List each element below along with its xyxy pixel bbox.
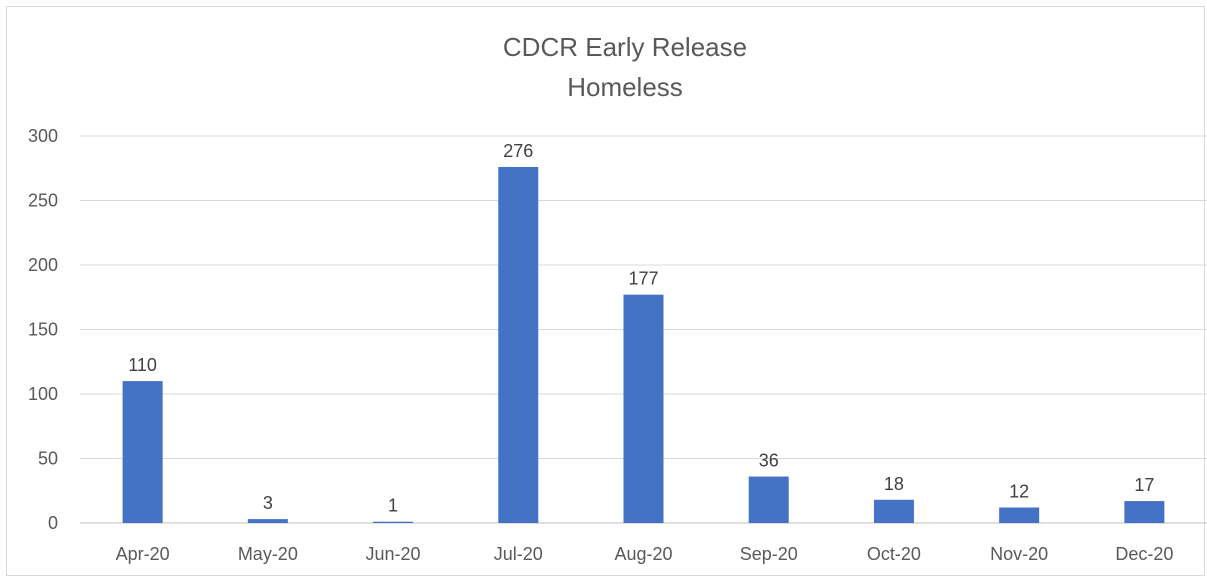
y-tick-label: 150 [28, 320, 58, 340]
x-tick-label: May-20 [238, 544, 298, 564]
bar [999, 507, 1040, 523]
bar [623, 294, 664, 523]
chart-frame [6, 6, 1205, 576]
data-label: 17 [1134, 475, 1154, 495]
x-tick-label: Dec-20 [1115, 544, 1173, 564]
data-label: 3 [263, 493, 273, 513]
data-labels: 110 3 1 276 177 36 18 12 17 [128, 141, 1154, 516]
x-tick-label: Nov-20 [990, 544, 1048, 564]
data-label: 276 [503, 141, 533, 161]
x-axis-ticks: Apr-20 May-20 Jun-20 Jul-20 Aug-20 Sep-20 Oct-… [116, 544, 1174, 564]
y-tick-label: 0 [48, 513, 58, 533]
bar [748, 476, 789, 523]
data-label: 1 [388, 496, 398, 516]
bar [373, 521, 414, 523]
x-tick-label: Aug-20 [614, 544, 672, 564]
x-tick-label: Sep-20 [740, 544, 798, 564]
y-tick-label: 50 [38, 449, 58, 469]
bar [122, 381, 163, 523]
bar [1124, 501, 1165, 523]
chart-title-line: CDCR Early Release [503, 32, 747, 62]
bar [873, 499, 914, 523]
x-tick-label: Apr-20 [116, 544, 170, 564]
y-tick-label: 250 [28, 191, 58, 211]
bars [122, 166, 1165, 523]
x-tick-label: Jul-20 [494, 544, 543, 564]
x-tick-label: Jun-20 [366, 544, 421, 564]
y-tick-label: 300 [28, 126, 58, 146]
chart-title: CDCR Early Release Homeless [503, 32, 747, 102]
x-tick-label: Oct-20 [867, 544, 921, 564]
y-tick-label: 200 [28, 255, 58, 275]
chart-title-line: Homeless [567, 72, 683, 102]
bar [498, 166, 539, 523]
data-label: 18 [884, 474, 904, 494]
data-label: 12 [1009, 482, 1029, 502]
y-axis-ticks: 0 50 100 150 200 250 300 [28, 126, 58, 533]
y-tick-label: 100 [28, 384, 58, 404]
bar [247, 519, 288, 523]
data-label: 36 [759, 451, 779, 471]
data-label: 110 [128, 355, 157, 375]
data-label: 177 [628, 269, 658, 289]
